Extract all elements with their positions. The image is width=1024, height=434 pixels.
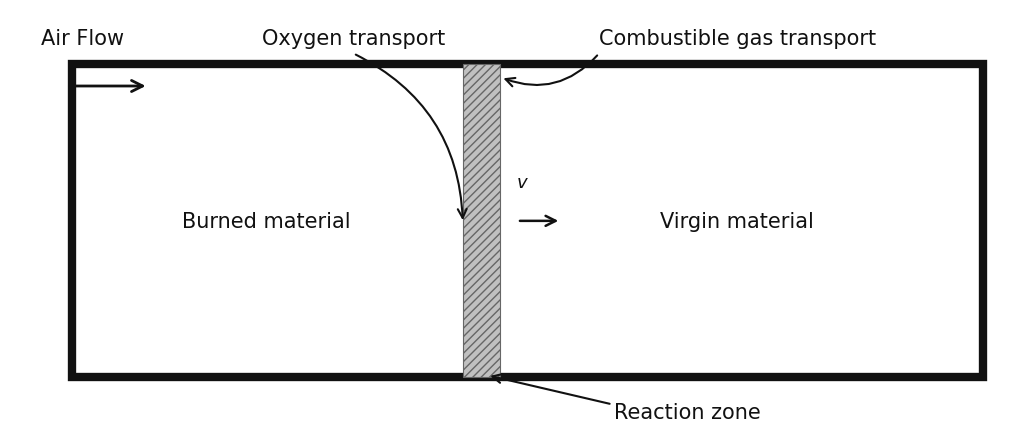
Bar bbox=[463, 65, 500, 378]
Text: Combustible gas transport: Combustible gas transport bbox=[599, 29, 876, 49]
Text: Oxygen transport: Oxygen transport bbox=[262, 29, 444, 49]
Text: Air Flow: Air Flow bbox=[41, 29, 124, 49]
Text: v: v bbox=[517, 173, 527, 191]
Bar bbox=[72, 65, 983, 378]
Text: Reaction zone: Reaction zone bbox=[614, 402, 761, 422]
Text: Burned material: Burned material bbox=[182, 211, 350, 231]
Text: Virgin material: Virgin material bbox=[660, 211, 814, 231]
